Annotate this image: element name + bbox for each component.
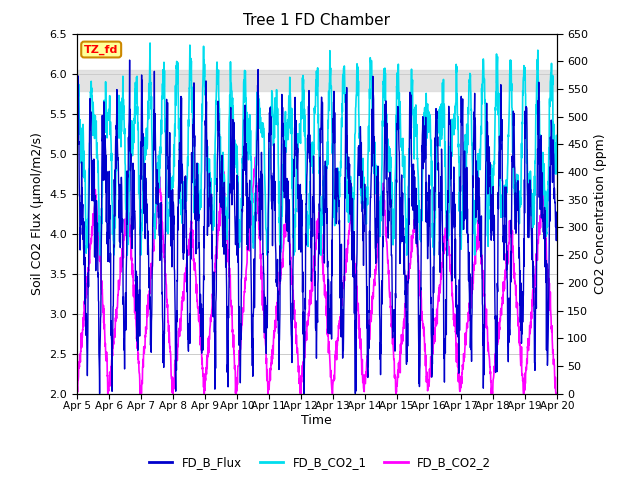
- Title: Tree 1 FD Chamber: Tree 1 FD Chamber: [243, 13, 390, 28]
- X-axis label: Time: Time: [301, 414, 332, 427]
- Text: TZ_fd: TZ_fd: [84, 44, 118, 55]
- Y-axis label: Soil CO2 Flux (μmol/m2/s): Soil CO2 Flux (μmol/m2/s): [31, 132, 44, 295]
- Y-axis label: CO2 Concentration (ppm): CO2 Concentration (ppm): [594, 133, 607, 294]
- Legend: FD_B_Flux, FD_B_CO2_1, FD_B_CO2_2: FD_B_Flux, FD_B_CO2_1, FD_B_CO2_2: [144, 452, 496, 474]
- Bar: [77, 70, 557, 91]
